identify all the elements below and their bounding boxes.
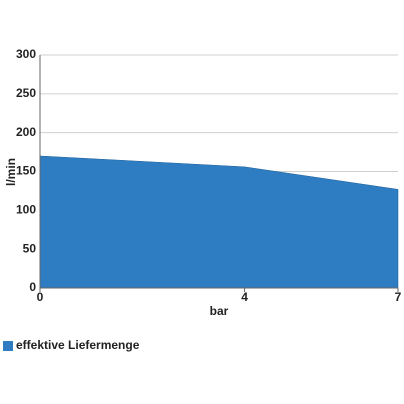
y-tick-label: 150 (16, 164, 36, 178)
y-tick-label: 300 (16, 47, 36, 61)
area (39, 155, 399, 289)
x-tick-label: 4 (241, 290, 248, 304)
y-tick-label: 100 (16, 203, 36, 217)
y-tick-label: 50 (23, 241, 37, 255)
y-tick-label: 200 (16, 125, 36, 139)
x-tick-label: 0 (37, 290, 44, 304)
y-tick-label: 0 (29, 280, 36, 294)
y-axis-title: l/min (4, 158, 18, 186)
y-tick-label: 250 (16, 86, 36, 100)
x-tick-label: 7 (395, 290, 402, 304)
legend-swatch (3, 341, 13, 351)
legend-label: effektive Liefermenge (16, 338, 140, 352)
x-axis-title: bar (210, 304, 229, 318)
